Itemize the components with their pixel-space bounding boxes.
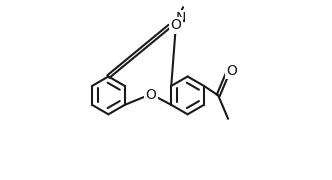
Text: N: N	[175, 11, 186, 25]
Text: O: O	[145, 88, 156, 102]
Text: O: O	[226, 64, 237, 78]
Text: O: O	[170, 18, 181, 32]
